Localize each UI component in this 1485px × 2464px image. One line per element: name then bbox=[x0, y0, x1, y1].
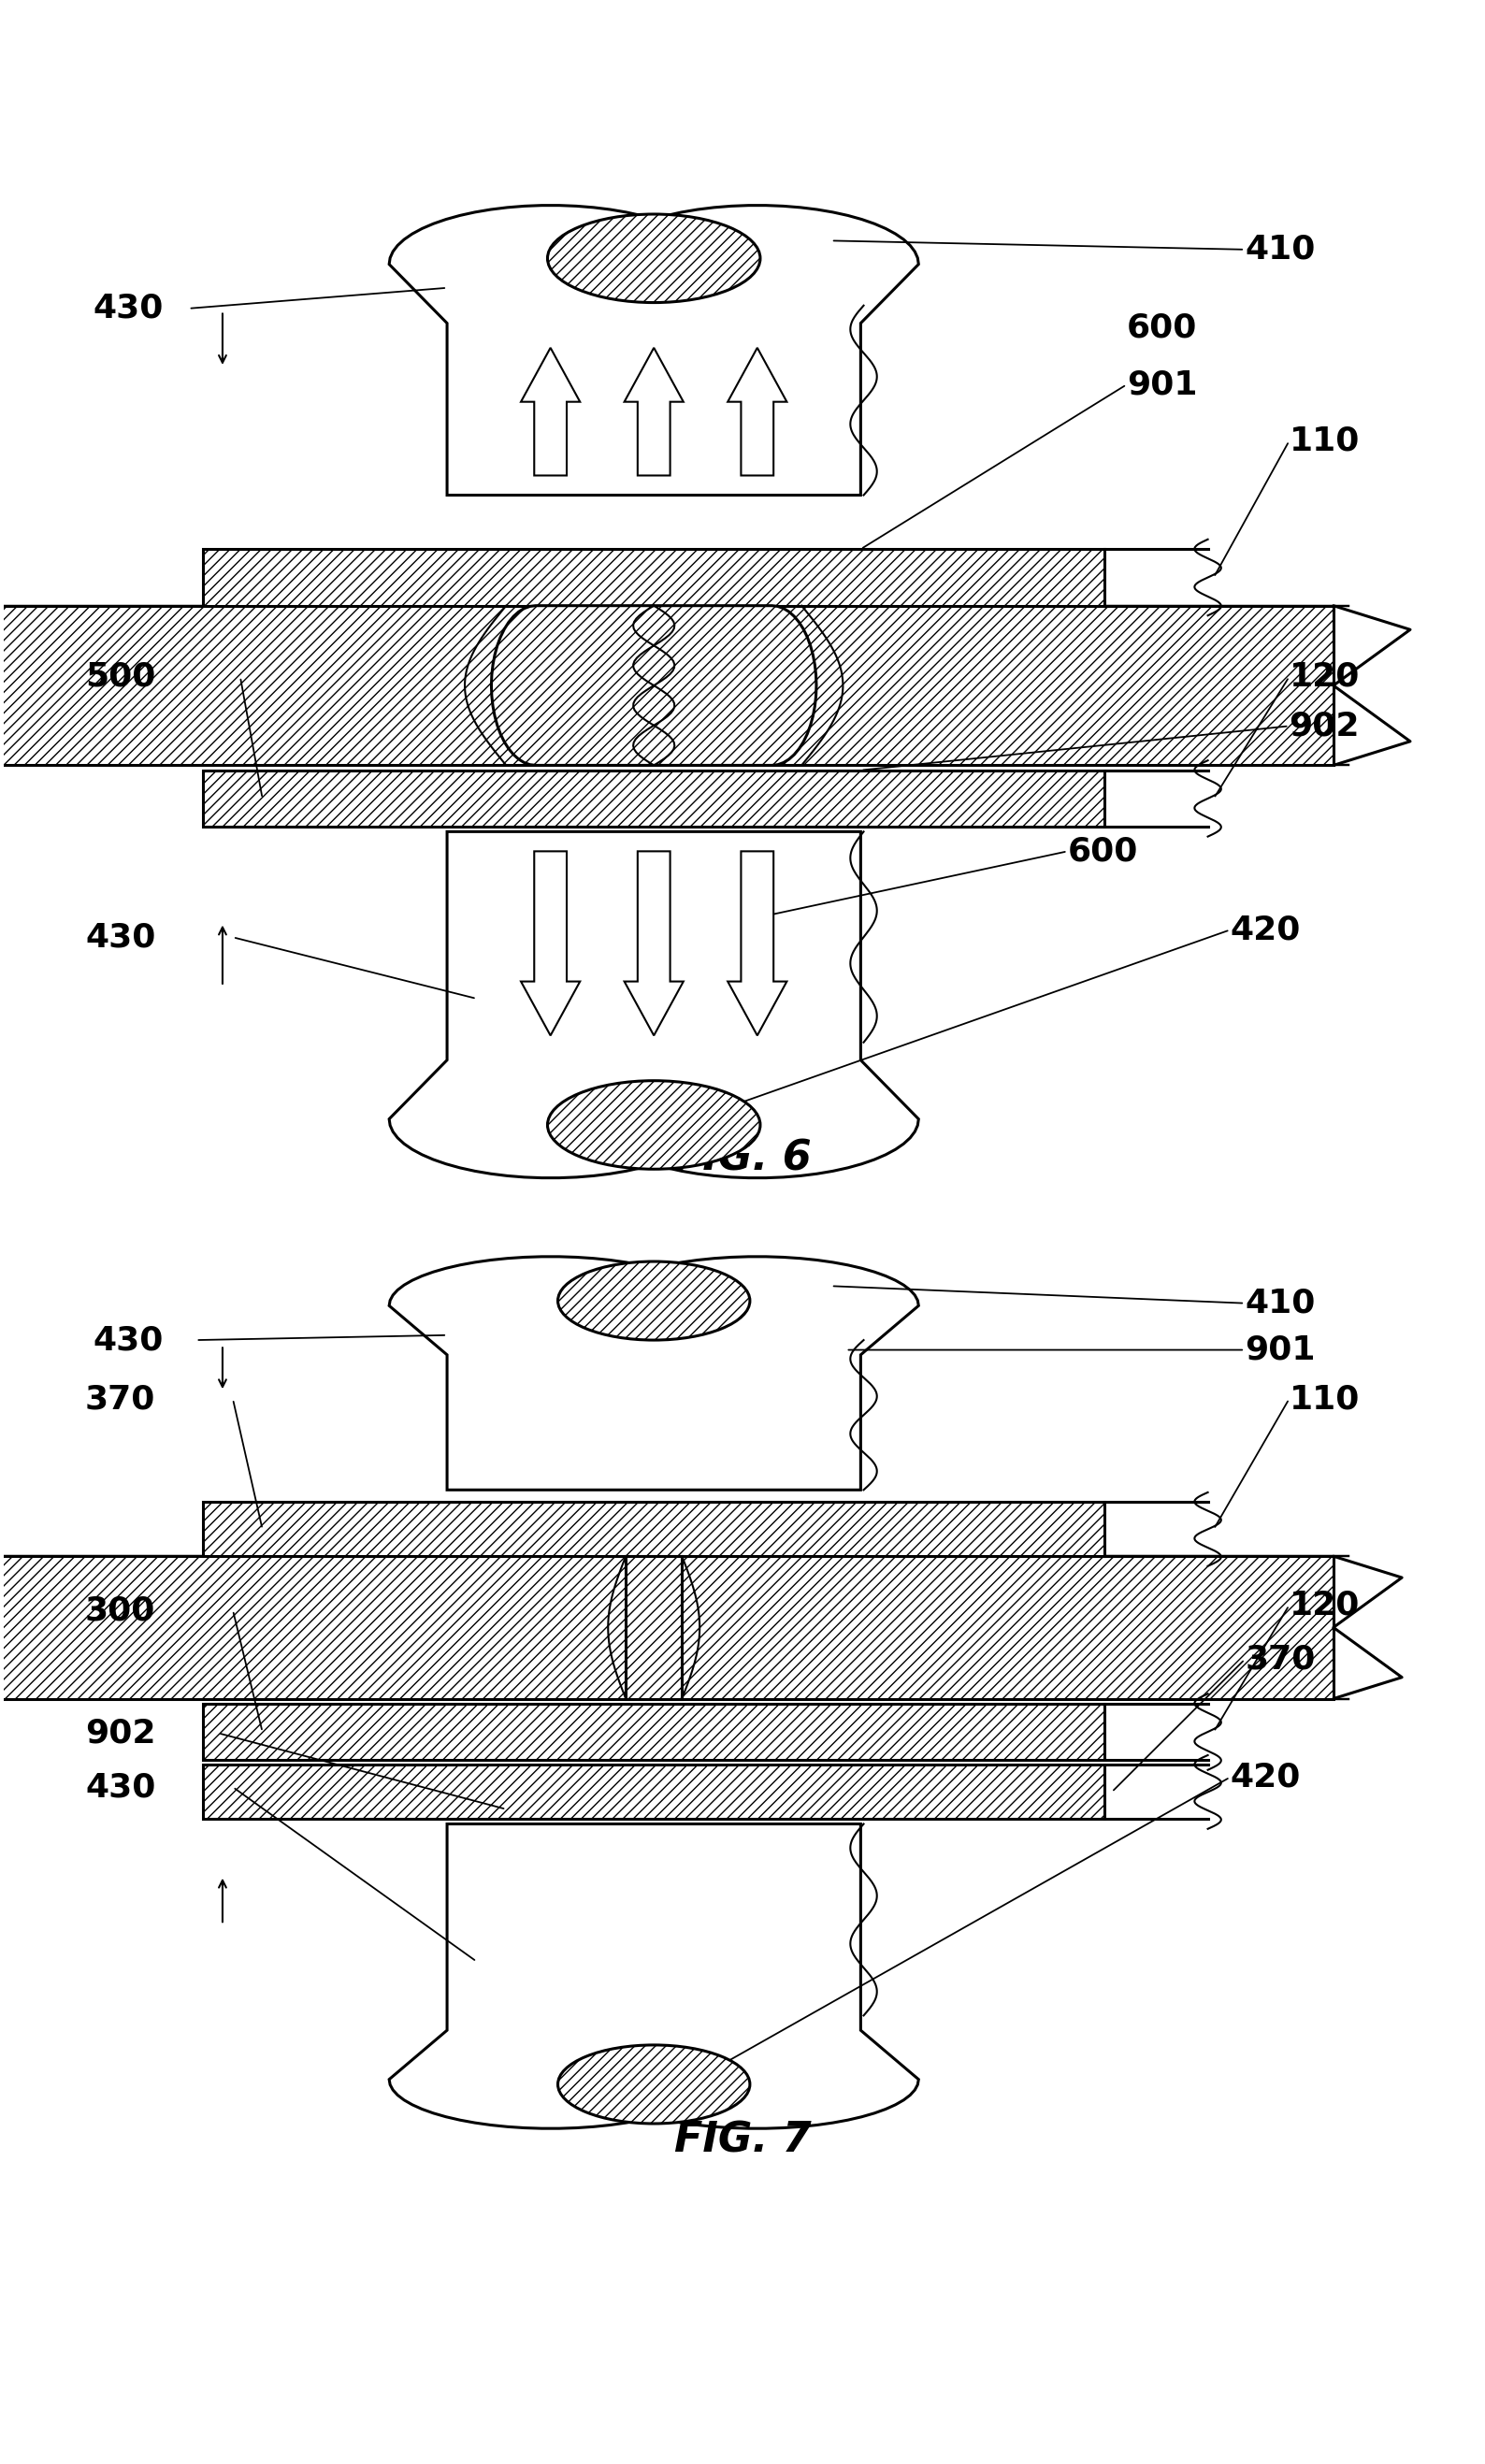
Text: 600: 600 bbox=[1068, 835, 1138, 867]
Text: 120: 120 bbox=[1289, 1589, 1360, 1621]
Ellipse shape bbox=[558, 2045, 750, 2124]
Text: 430: 430 bbox=[92, 293, 163, 325]
Text: 901: 901 bbox=[1127, 370, 1197, 402]
Polygon shape bbox=[492, 606, 817, 766]
Text: 110: 110 bbox=[1289, 426, 1360, 456]
Text: 370: 370 bbox=[85, 1382, 156, 1414]
Polygon shape bbox=[624, 347, 683, 476]
Polygon shape bbox=[389, 1823, 919, 2129]
Polygon shape bbox=[728, 347, 787, 476]
Ellipse shape bbox=[548, 1082, 760, 1168]
Bar bbox=[203, 1703, 1105, 1759]
Text: 110: 110 bbox=[1289, 1382, 1360, 1414]
Polygon shape bbox=[389, 1257, 919, 1491]
Text: 901: 901 bbox=[1244, 1333, 1316, 1365]
Polygon shape bbox=[521, 850, 581, 1035]
Text: 420: 420 bbox=[1230, 1762, 1301, 1794]
Text: 902: 902 bbox=[85, 1717, 156, 1749]
Polygon shape bbox=[521, 347, 581, 476]
Bar bbox=[203, 1503, 1105, 1557]
Polygon shape bbox=[728, 850, 787, 1035]
Text: 420: 420 bbox=[1230, 914, 1301, 946]
Text: FIG. 7: FIG. 7 bbox=[674, 2122, 811, 2161]
Text: 120: 120 bbox=[1289, 660, 1360, 692]
Text: FIG. 6: FIG. 6 bbox=[674, 1138, 811, 1178]
Text: 600: 600 bbox=[1127, 313, 1197, 345]
Text: 410: 410 bbox=[1244, 234, 1316, 266]
Polygon shape bbox=[389, 205, 919, 495]
Polygon shape bbox=[389, 833, 919, 1178]
Ellipse shape bbox=[558, 1262, 750, 1340]
Text: 410: 410 bbox=[1244, 1286, 1316, 1318]
Bar bbox=[203, 1764, 1105, 1818]
Text: 370: 370 bbox=[1244, 1643, 1316, 1676]
Text: 430: 430 bbox=[92, 1323, 163, 1355]
Bar bbox=[0, 606, 1334, 766]
Bar bbox=[203, 771, 1105, 828]
Bar bbox=[0, 1557, 1334, 1698]
Text: 300: 300 bbox=[85, 1594, 156, 1626]
Bar bbox=[625, 1557, 682, 1698]
Text: 430: 430 bbox=[85, 922, 156, 954]
Text: 500: 500 bbox=[85, 660, 156, 692]
Ellipse shape bbox=[548, 214, 760, 303]
Text: 430: 430 bbox=[85, 1772, 156, 1804]
Polygon shape bbox=[624, 850, 683, 1035]
Bar bbox=[203, 549, 1105, 606]
Text: 902: 902 bbox=[1289, 710, 1360, 742]
